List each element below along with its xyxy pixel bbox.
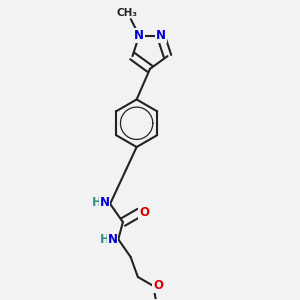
Text: CH₃: CH₃: [117, 8, 138, 18]
Text: H: H: [92, 196, 101, 209]
Text: N: N: [100, 196, 110, 209]
Text: N: N: [134, 29, 144, 42]
Text: H: H: [100, 233, 110, 246]
Text: N: N: [156, 29, 166, 42]
Text: O: O: [139, 206, 149, 219]
Text: N: N: [108, 233, 118, 246]
Text: O: O: [153, 279, 163, 292]
